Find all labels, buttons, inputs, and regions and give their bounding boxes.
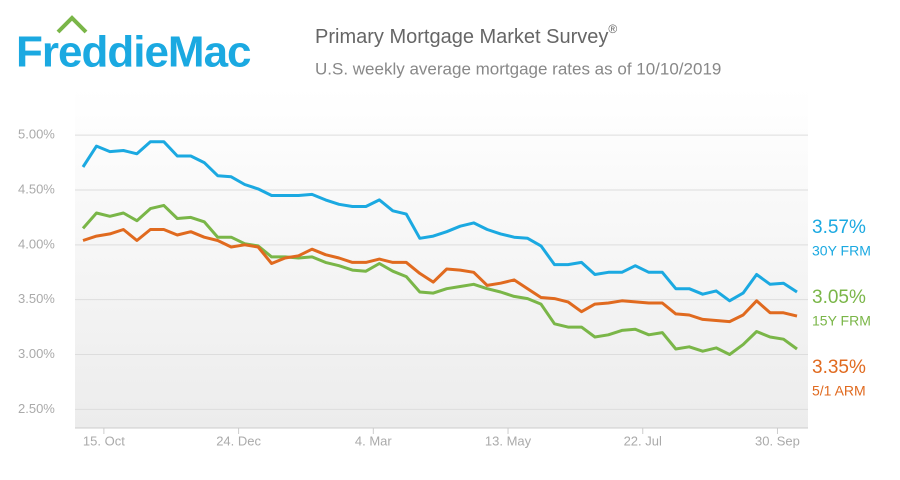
end-value-label: 3.05% [812, 287, 866, 308]
y-tick-label: 3.50% [18, 291, 55, 306]
y-tick-label: 2.50% [18, 401, 55, 416]
title-text: Primary Mortgage Market Survey [315, 26, 608, 48]
y-tick-label: 4.50% [18, 181, 55, 196]
x-tick-label: 13. May [485, 433, 532, 448]
title-mark: ® [608, 22, 617, 36]
x-tick-label: 4. Mar [355, 433, 393, 448]
series-line [81, 203, 798, 356]
legend-label: 5/1 ARM [812, 383, 866, 399]
x-tick-label: 15. Oct [83, 433, 125, 448]
subtitle: U.S. weekly average mortgage rates as of… [315, 59, 721, 78]
x-tick-label: 24. Dec [216, 433, 261, 448]
x-tick-label: 30. Sep [755, 433, 800, 448]
logo-roof [56, 15, 88, 34]
logo: FreddieMac [16, 28, 251, 77]
series-line [82, 228, 798, 324]
x-tick-label: 22. Jul [624, 433, 662, 448]
title: Primary Mortgage Market Survey® [315, 22, 617, 48]
y-tick-label: 5.00% [18, 127, 55, 142]
end-value-label: 3.35% [812, 357, 866, 378]
legend-label: 30Y FRM [812, 243, 871, 259]
legend-label: 15Y FRM [812, 313, 871, 329]
plot-area [75, 88, 808, 428]
y-tick-label: 4.00% [18, 236, 55, 251]
series-line [81, 140, 798, 303]
end-value-label: 3.57% [812, 217, 866, 238]
y-tick-label: 3.00% [18, 346, 55, 361]
